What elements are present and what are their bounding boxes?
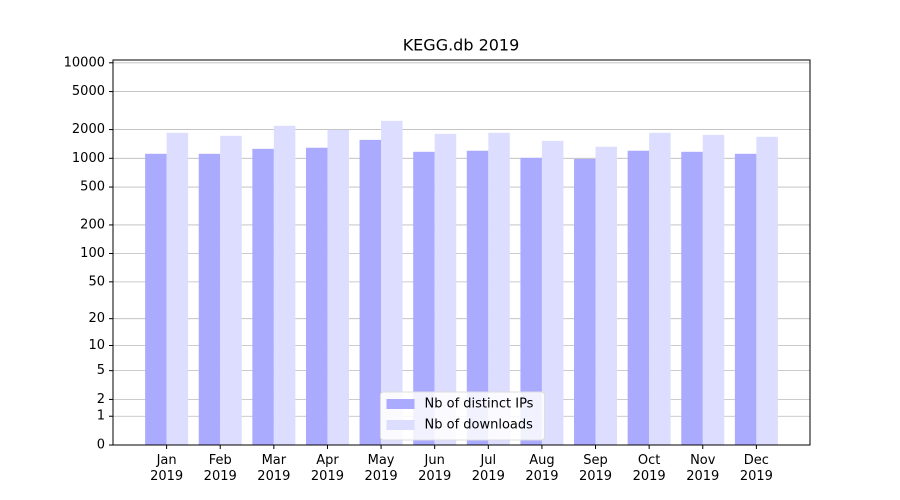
y-tick-label: 5000	[72, 84, 105, 99]
y-tick-label: 5	[97, 363, 105, 378]
bar	[681, 151, 703, 445]
legend-label: Nb of downloads	[425, 418, 534, 433]
y-tick-label: 10000	[64, 55, 105, 70]
bar	[488, 132, 510, 445]
bar	[574, 158, 596, 445]
x-tick-label: Sep 2019	[578, 453, 613, 484]
bar	[649, 132, 671, 445]
y-tick-label: 200	[80, 217, 105, 232]
x-tick-label: Jun 2019	[418, 453, 452, 484]
bar	[627, 150, 650, 445]
bar	[220, 135, 242, 445]
bar	[434, 133, 457, 446]
bar	[734, 153, 757, 445]
y-tick-label: 2000	[72, 122, 105, 137]
bar	[305, 147, 328, 445]
chart-title: KEGG.db 2019	[403, 36, 520, 55]
y-tick-label: 2	[97, 392, 105, 407]
x-tick-label: Nov 2019	[686, 453, 720, 484]
bar	[466, 150, 489, 445]
bar	[541, 140, 564, 446]
bar	[166, 132, 189, 445]
legend-box	[380, 391, 545, 441]
legend-label: Nb of distinct IPs	[425, 397, 534, 412]
plot-frame	[112, 59, 811, 446]
y-tick-label: 100	[80, 246, 105, 261]
bar	[413, 151, 435, 445]
bar	[520, 157, 542, 445]
x-tick-label: Mar 2019	[257, 453, 291, 484]
x-tick-label: Jan 2019	[150, 453, 184, 484]
y-tick-label: 500	[80, 180, 105, 195]
bar	[756, 136, 778, 445]
bar	[595, 146, 618, 445]
bar	[273, 125, 296, 445]
x-tick-label: Jul 2019	[471, 453, 505, 484]
bar	[327, 129, 349, 445]
y-tick-label: 20	[88, 311, 105, 326]
x-tick-label: Oct 2019	[632, 453, 666, 484]
bar	[702, 134, 725, 445]
bar	[198, 153, 221, 445]
y-tick-label: 50	[88, 274, 105, 289]
x-tick-label: Feb 2019	[203, 453, 237, 484]
x-tick-label: Dec 2019	[739, 453, 773, 484]
x-tick-label: May 2019	[364, 453, 398, 484]
y-tick-label: 10	[88, 338, 105, 353]
x-tick-label: Apr 2019	[310, 453, 344, 484]
bar	[381, 120, 403, 446]
bar	[145, 153, 167, 445]
y-tick-label: 1	[97, 409, 105, 424]
y-tick-label: 1000	[72, 151, 105, 166]
y-tick-label: 0	[97, 438, 105, 453]
x-tick-label: Aug 2019	[525, 453, 559, 484]
legend-swatch	[386, 399, 415, 409]
legend-swatch	[386, 420, 415, 430]
bar	[359, 139, 382, 446]
bar	[252, 148, 274, 446]
legend: Nb of distinct IPs Nb of downloads	[380, 391, 545, 441]
